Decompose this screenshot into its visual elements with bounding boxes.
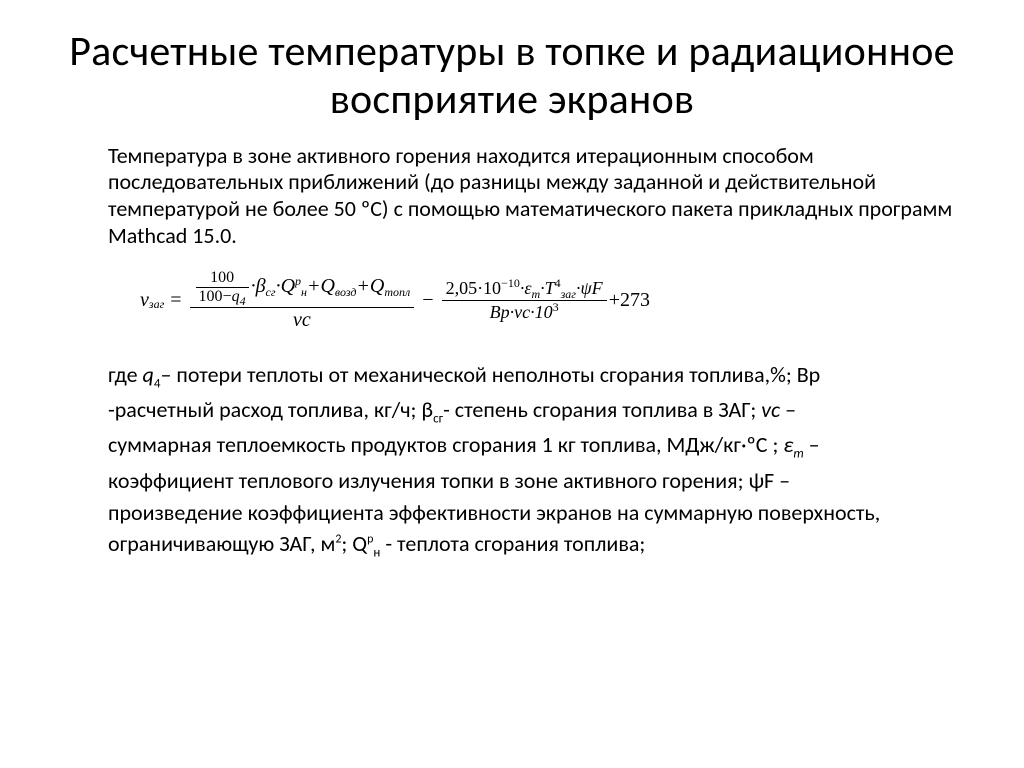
- formula-term1-num: 100 100−q4 ·βсг·Qpн+Qвозд+Qтопл: [190, 268, 415, 307]
- slide: Расчетные температуры в топке и радиацио…: [0, 0, 1024, 768]
- formula-term1: 100 100−q4 ·βсг·Qpн+Qвозд+Qтопл vc: [190, 268, 415, 333]
- formula: vзаг = 100 100−q4 ·βсг·Qpн+Qвозд+Qтопл v…: [140, 268, 964, 333]
- plus-273: +273: [609, 289, 650, 312]
- slide-title: Расчетные температуры в топке и радиацио…: [60, 28, 964, 125]
- minus-sign: −: [422, 289, 433, 312]
- equals-sign: =: [170, 289, 181, 312]
- where-line-1: где q4– потери теплоты от механической н…: [108, 359, 916, 394]
- formula-lhs-sub: заг: [149, 297, 164, 312]
- where-line-2: -расчетный расход топлива, кг/ч; βсг- ст…: [108, 394, 916, 429]
- where-line-6: ограничивающую ЗАГ, м2; Qpн - теплота сг…: [108, 528, 916, 563]
- formula-lhs-var: v: [140, 289, 149, 312]
- formula-term2-den: Bp·vc·103: [486, 301, 563, 324]
- where-line-4: коэффициент теплового излучения топки в …: [108, 465, 916, 497]
- where-line-5: произведение коэффициента эффективности …: [108, 497, 916, 529]
- formula-term1-inner-frac: 100 100−q4: [196, 269, 249, 306]
- inner-frac-num: 100: [207, 269, 237, 287]
- intro-paragraph: Температура в зоне активного горения нах…: [108, 143, 964, 250]
- where-block: где q4– потери теплоты от механической н…: [108, 359, 916, 564]
- inner-frac-den: 100−q4: [196, 288, 249, 306]
- formula-term2-num: 2,05·10−10·εm·T4заг·ψF: [442, 277, 607, 300]
- formula-term2: 2,05·10−10·εm·T4заг·ψF Bp·vc·103: [442, 277, 607, 324]
- where-line-3: суммарная теплоемкость продуктов сгорани…: [108, 429, 916, 464]
- formula-term1-den: vc: [289, 308, 315, 333]
